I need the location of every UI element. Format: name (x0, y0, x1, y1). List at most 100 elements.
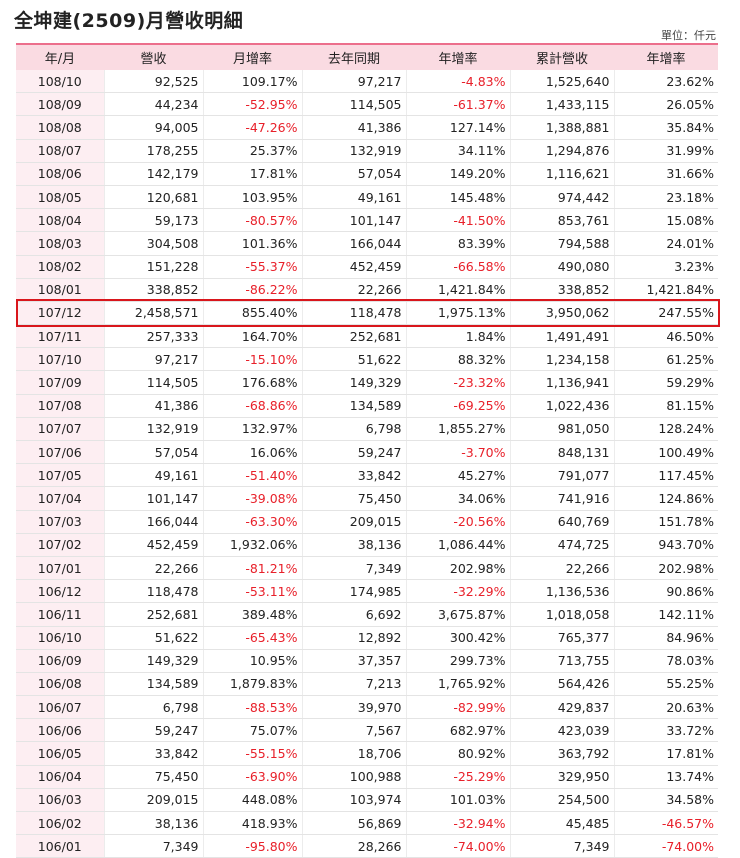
cell-revenue: 44,234 (103, 92, 203, 117)
cell-cumulative: 1,433,115 (509, 92, 614, 117)
cell-cumulative-yoy: 15.08% (613, 208, 718, 233)
table-row: 107/12 2,458,571 855.40% 118,478 1,975.13% 3,… (16, 301, 718, 326)
cell-cumulative-yoy: -46.57% (613, 811, 718, 836)
cell-month: 106/05 (16, 741, 104, 766)
cell-revenue: 59,173 (103, 208, 203, 233)
cell-month: 107/05 (16, 463, 104, 488)
cell-yoy: 88.32% (405, 347, 510, 372)
cell-mom: -86.22% (202, 278, 302, 302)
cell-cumulative-yoy: 46.50% (613, 324, 718, 349)
cell-mom: 103.95% (202, 185, 302, 210)
cell-yoy: 1,421.84% (405, 278, 510, 302)
cell-month: 106/08 (16, 672, 104, 697)
cell-month: 106/01 (16, 834, 104, 858)
cell-last-year: 7,567 (301, 718, 406, 743)
cell-revenue: 209,015 (103, 788, 203, 813)
cell-cumulative-yoy: 23.62% (613, 70, 718, 94)
cell-cumulative: 1,525,640 (509, 70, 614, 94)
table-row: 107/06 57,054 16.06% 59,247 -3.70% 848,131 100… (16, 440, 718, 465)
cell-revenue: 38,136 (103, 811, 203, 836)
cell-yoy: 34.06% (405, 486, 510, 511)
table-body: 108/10 92,525 109.17% 97,217 -4.83% 1,525,640… (16, 70, 718, 858)
cell-cumulative: 974,442 (509, 185, 614, 210)
cell-yoy: -32.29% (405, 579, 510, 604)
cell-revenue: 151,228 (103, 255, 203, 279)
cell-revenue: 6,798 (103, 695, 203, 720)
cell-cumulative: 1,018,058 (509, 602, 614, 627)
table-header: 年/月 營收 月增率 去年同期 年增率 累計營收 年增率 (16, 43, 718, 70)
col-header-yoy: 年增率 (406, 43, 510, 70)
table-row: 107/05 49,161 -51.40% 33,842 45.27% 791,077 11… (16, 463, 718, 488)
cell-yoy: 299.73% (405, 649, 510, 673)
table-row: 108/03 304,508 101.36% 166,044 83.39% 794,588… (16, 231, 718, 256)
cell-last-year: 56,869 (301, 811, 406, 836)
cell-revenue: 75,450 (103, 765, 203, 789)
cell-cumulative: 1,388,881 (509, 115, 614, 140)
cell-cumulative-yoy: 17.81% (613, 741, 718, 766)
cell-mom: -95.80% (202, 834, 302, 858)
cell-mom: -81.21% (202, 556, 302, 581)
cell-month: 107/01 (16, 556, 104, 581)
cell-month: 106/04 (16, 765, 104, 789)
cell-cumulative: 848,131 (509, 440, 614, 465)
cell-revenue: 51,622 (103, 626, 203, 650)
cell-revenue: 252,681 (103, 602, 203, 627)
cell-revenue: 59,247 (103, 718, 203, 743)
cell-month: 107/04 (16, 486, 104, 511)
cell-cumulative: 363,792 (509, 741, 614, 766)
cell-last-year: 18,706 (301, 741, 406, 766)
table-row: 108/06 142,179 17.81% 57,054 149.20% 1,116,62… (16, 162, 718, 186)
col-header-month: 年/月 (16, 43, 104, 70)
cell-revenue: 166,044 (103, 510, 203, 534)
cell-month: 107/12 (16, 301, 104, 326)
cell-cumulative-yoy: -74.00% (613, 834, 718, 858)
cell-last-year: 103,974 (301, 788, 406, 813)
cell-last-year: 38,136 (301, 533, 406, 557)
cell-cumulative-yoy: 84.96% (613, 626, 718, 650)
cell-revenue: 149,329 (103, 649, 203, 673)
cell-month: 108/06 (16, 162, 104, 186)
cell-yoy: -20.56% (405, 510, 510, 534)
cell-last-year: 12,892 (301, 626, 406, 650)
cell-mom: 1,932.06% (202, 533, 302, 557)
cell-cumulative-yoy: 100.49% (613, 440, 718, 465)
cell-yoy: -32.94% (405, 811, 510, 836)
cell-revenue: 134,589 (103, 672, 203, 697)
cell-cumulative-yoy: 247.55% (613, 301, 718, 326)
cell-cumulative-yoy: 142.11% (613, 602, 718, 627)
cell-cumulative-yoy: 31.99% (613, 139, 718, 163)
cell-cumulative: 1,116,621 (509, 162, 614, 186)
cell-month: 108/03 (16, 231, 104, 256)
cell-mom: 17.81% (202, 162, 302, 186)
cell-cumulative: 1,491,491 (509, 324, 614, 349)
cell-cumulative-yoy: 35.84% (613, 115, 718, 140)
col-header-cumulative: 累計營收 (510, 43, 614, 70)
cell-cumulative: 981,050 (509, 417, 614, 442)
table-row: 108/02 151,228 -55.37% 452,459 -66.58% 490,08… (16, 255, 718, 279)
cell-last-year: 22,266 (301, 278, 406, 302)
cell-last-year: 59,247 (301, 440, 406, 465)
cell-yoy: 45.27% (405, 463, 510, 488)
cell-mom: 109.17% (202, 70, 302, 94)
cell-month: 107/07 (16, 417, 104, 442)
table-row: 108/08 94,005 -47.26% 41,386 127.14% 1,388,88… (16, 115, 718, 140)
cell-yoy: 1,975.13% (405, 301, 510, 326)
cell-cumulative: 1,234,158 (509, 347, 614, 372)
cell-last-year: 97,217 (301, 70, 406, 94)
cell-last-year: 37,357 (301, 649, 406, 673)
cell-revenue: 118,478 (103, 579, 203, 604)
cell-month: 107/02 (16, 533, 104, 557)
cell-revenue: 101,147 (103, 486, 203, 511)
cell-cumulative-yoy: 943.70% (613, 533, 718, 557)
table-row: 108/04 59,173 -80.57% 101,147 -41.50% 853,761… (16, 208, 718, 233)
table-row: 107/08 41,386 -68.86% 134,589 -69.25% 1,022,4… (16, 394, 718, 418)
cell-yoy: -82.99% (405, 695, 510, 720)
cell-cumulative-yoy: 81.15% (613, 394, 718, 418)
cell-last-year: 101,147 (301, 208, 406, 233)
table-row: 108/10 92,525 109.17% 97,217 -4.83% 1,525,640… (16, 70, 718, 94)
cell-mom: -51.40% (202, 463, 302, 488)
cell-cumulative: 640,769 (509, 510, 614, 534)
cell-revenue: 304,508 (103, 231, 203, 256)
table-row: 106/05 33,842 -55.15% 18,706 80.92% 363,792 17… (16, 741, 718, 766)
table-row: 106/11 252,681 389.48% 6,692 3,675.87% 1,018,… (16, 602, 718, 627)
